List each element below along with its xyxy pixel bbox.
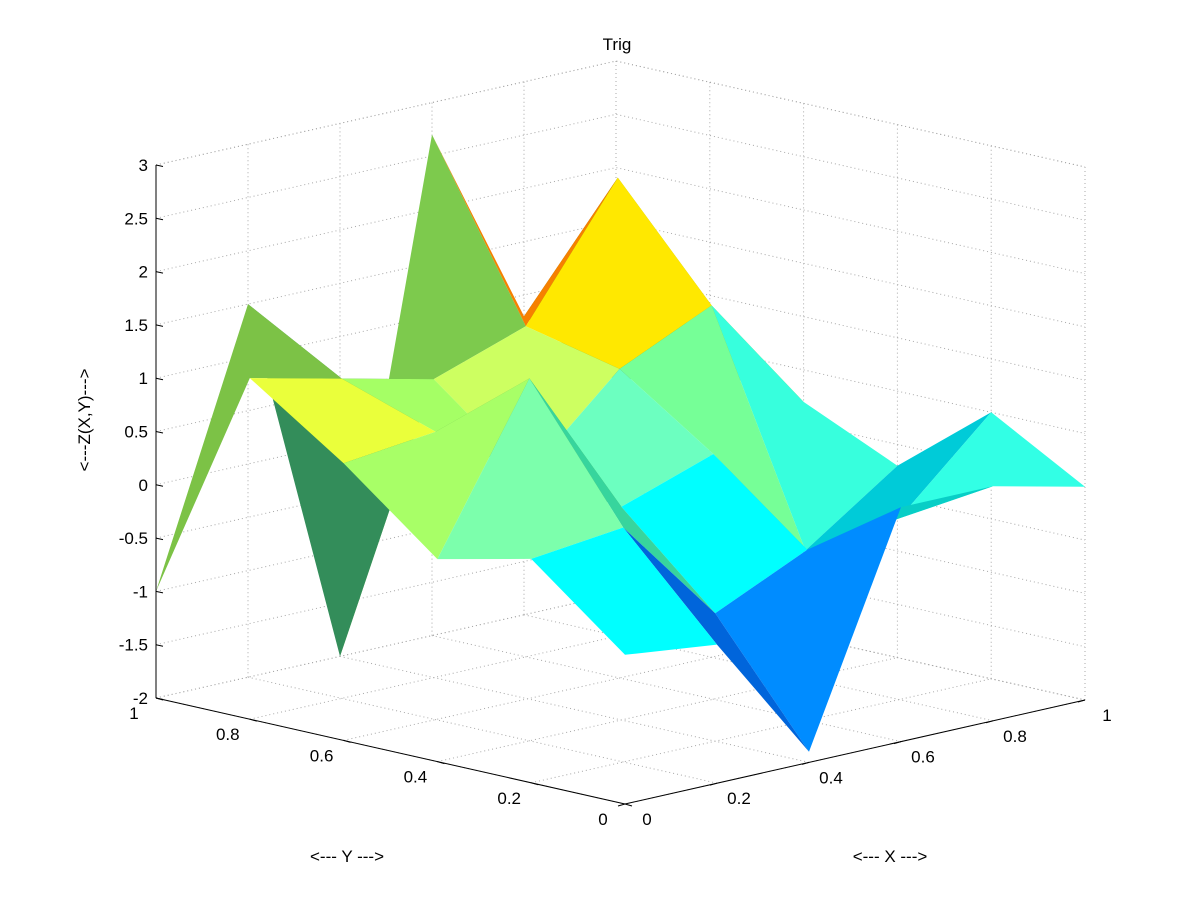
z-tick-mark (155, 377, 164, 381)
surface-facet (805, 412, 992, 551)
x-tick-mark (1077, 699, 1086, 703)
surface-facet (525, 177, 712, 369)
z-tick-mark (155, 164, 164, 167)
y-tick-label: 0.6 (310, 746, 334, 765)
y-tick-mark (343, 739, 351, 743)
grid-line-z (155, 540, 1086, 648)
y-tick-label: 0.8 (216, 725, 240, 744)
grid-line-z (155, 273, 1086, 381)
z-tick-mark (155, 644, 164, 647)
z-tick-label: -1 (133, 582, 148, 601)
x-tick-mark (801, 761, 810, 765)
z-tick-label: 2 (139, 263, 148, 282)
x-tick-label: 0.4 (819, 768, 843, 787)
z-tick-mark (155, 590, 164, 594)
z-tick-mark (155, 431, 164, 434)
x-tick-label: 1 (1102, 706, 1111, 725)
surface-facet (249, 378, 436, 464)
surface-facet (621, 454, 808, 614)
x-tick-mark (709, 782, 718, 786)
z-tick-label: 1 (139, 369, 148, 388)
z-tick-label: 1.5 (124, 316, 148, 335)
y-tick-mark (437, 761, 445, 765)
surface-facet (531, 527, 717, 655)
x-axis-line (624, 699, 1086, 805)
surface-facet (715, 507, 901, 752)
grid-line-z (155, 326, 1086, 434)
z-tick-mark (155, 484, 164, 487)
grid-line-z (155, 60, 1086, 168)
z-tick-mark (155, 537, 164, 541)
x-tick-mark (893, 741, 902, 745)
grid-line-z (155, 113, 1086, 221)
z-tick-label: -0.5 (119, 529, 148, 548)
grid-line-x-floor (247, 676, 718, 784)
surface-facet (437, 378, 624, 560)
y-tick-label: 1 (129, 704, 138, 723)
x-tick-mark (617, 803, 626, 807)
x-tick-label: 0.6 (911, 748, 935, 767)
y-tick-label: 0 (598, 810, 607, 829)
x-tick-label: 0 (642, 810, 651, 829)
z-tick-label: 0.5 (124, 423, 148, 442)
z-tick-label: -2 (133, 689, 148, 708)
grid-top-edge (155, 60, 1086, 168)
surface-facet (711, 305, 898, 551)
y-tick-mark (249, 718, 257, 722)
z-tick-mark (155, 697, 164, 700)
surface-facet (899, 412, 1085, 519)
z-tick-label: 0 (139, 476, 148, 495)
z-tick-label: 2.5 (124, 209, 148, 228)
y-axis-label: <--- Y ---> (310, 847, 384, 866)
y-axis-line (155, 697, 626, 805)
grid-line-x-floor (431, 635, 902, 743)
axes (155, 164, 1086, 807)
surface-facet (340, 134, 526, 657)
surface-facet (623, 527, 809, 752)
grid-line-z (155, 220, 1086, 328)
y-tick-label: 0.2 (497, 789, 521, 808)
grid-line-z (155, 486, 1086, 594)
z-axis-label: <---Z(X,Y)---> (75, 368, 94, 471)
y-tick-mark (531, 782, 539, 786)
tick-labels: 00.20.40.60.8100.20.40.60.81-2-1.5-1-0.5… (119, 156, 1112, 829)
z-tick-label: 3 (139, 156, 148, 175)
x-axis-label: <--- X ---> (853, 847, 928, 866)
grid-line-x-floor (339, 655, 810, 763)
surface-facet (156, 304, 342, 592)
grid-line-z (155, 167, 1086, 275)
grid-line-z (155, 593, 1086, 701)
x-tick-label: 0.8 (1003, 727, 1027, 746)
z-tick-mark (155, 217, 164, 221)
y-tick-mark (624, 803, 633, 807)
x-tick-label: 0.2 (727, 789, 751, 808)
surface-facet (343, 378, 530, 560)
z-tick-mark (155, 271, 164, 274)
z-tick-label: -1.5 (119, 636, 148, 655)
y-tick-label: 0.4 (404, 768, 428, 787)
x-tick-mark (985, 720, 994, 724)
z-tick-mark (155, 324, 164, 327)
surface (156, 134, 1085, 752)
chart-title: Trig (603, 35, 632, 54)
surface-facet (619, 305, 806, 551)
